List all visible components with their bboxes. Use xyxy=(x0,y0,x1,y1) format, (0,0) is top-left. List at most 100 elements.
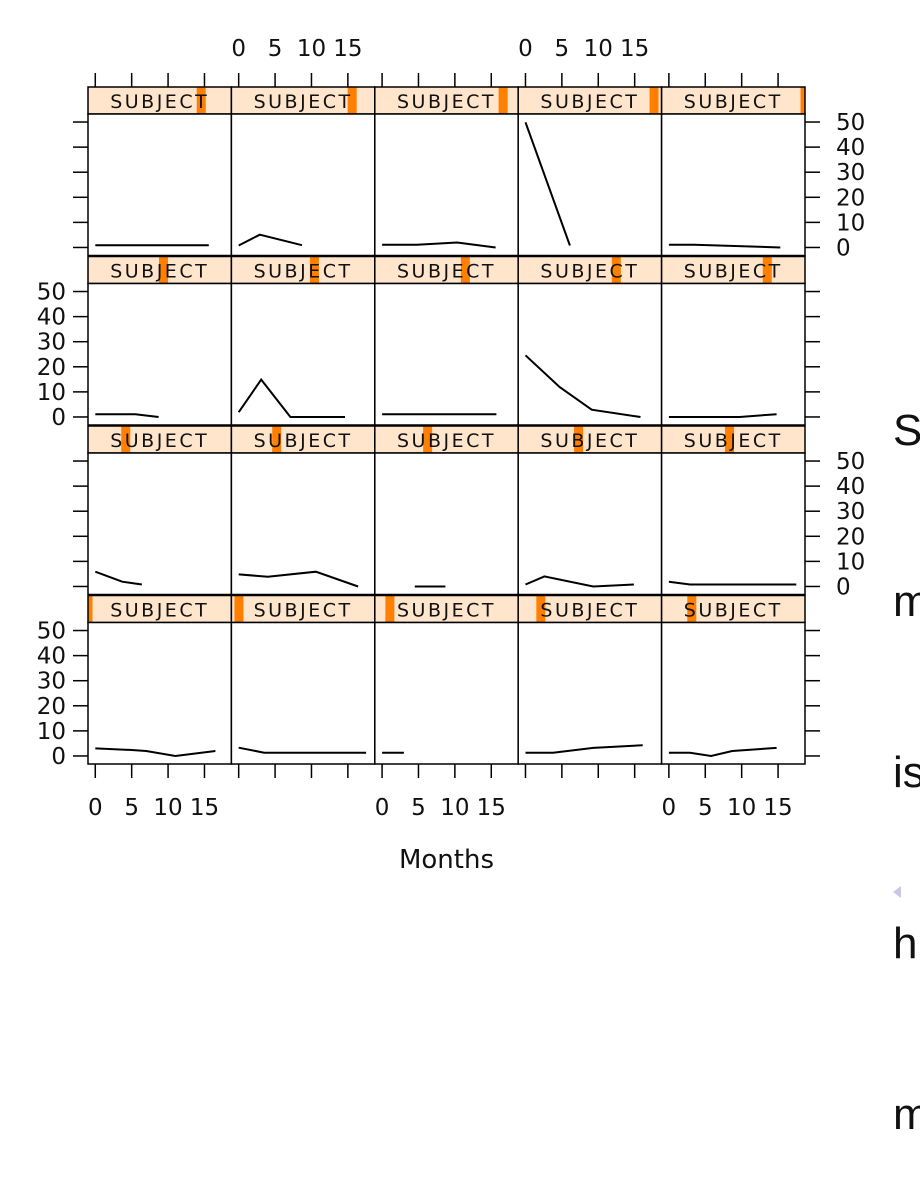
nav-back-arrow-icon[interactable] xyxy=(893,886,901,898)
strip-background xyxy=(661,87,805,114)
strip-label: SUBJECT xyxy=(110,430,209,452)
strip-label: SUBJECT xyxy=(110,600,209,622)
y-tick-label-right: 50 xyxy=(836,110,865,136)
strip-level-indicator xyxy=(347,87,357,114)
panel-subject-8: SUBJECT xyxy=(374,425,519,596)
panel-border xyxy=(517,113,663,257)
x-tick-label-bottom: 10 xyxy=(440,795,469,821)
strip-label: SUBJECT xyxy=(397,600,496,622)
strip-level-indicator xyxy=(687,595,697,623)
x-tick-label-bottom: 10 xyxy=(153,795,182,821)
data-line-subject-5 xyxy=(668,746,777,758)
x-tick-label-bottom: 15 xyxy=(477,795,506,821)
strip-label: SUBJECT xyxy=(397,91,496,113)
strip-level-indicator xyxy=(88,595,93,623)
y-tick-label-left: 30 xyxy=(37,330,66,356)
y-tick-label-right: 10 xyxy=(836,210,865,236)
data-line-subject-7 xyxy=(238,570,359,588)
strip-label: SUBJECT xyxy=(684,600,783,622)
panel-subject-15: SUBJECT xyxy=(660,255,806,426)
strip-label: SUBJECT xyxy=(397,430,496,452)
y-tick-label-right: 40 xyxy=(836,135,865,161)
strip-level-indicator xyxy=(611,256,621,284)
y-tick-label-left: 50 xyxy=(37,280,66,306)
y-tick-label-left: 40 xyxy=(37,644,66,670)
strip-level-indicator xyxy=(272,426,282,453)
panel-subject-9: SUBJECT xyxy=(517,425,663,596)
strip-label: SUBJECT xyxy=(684,261,783,283)
x-tick-label-bottom: 0 xyxy=(662,795,677,821)
strip-background xyxy=(518,426,662,453)
strip-level-indicator xyxy=(121,426,131,453)
strip-background xyxy=(374,256,519,284)
data-line-subject-19 xyxy=(524,121,571,246)
data-line-subject-12 xyxy=(237,377,345,418)
strip-background xyxy=(231,595,375,623)
strip-level-indicator xyxy=(158,256,168,284)
strip-level-indicator xyxy=(762,256,772,284)
panel-border xyxy=(230,621,376,765)
side-text-line: is xyxy=(893,748,920,797)
y-tick-label-left: 30 xyxy=(37,669,66,695)
side-text-line: m xyxy=(893,1090,920,1139)
trellis-chart: SUBJECT SUBJECT SUBJECT SUBJECT SUBJECT SUBJE… xyxy=(37,36,866,875)
strip-background xyxy=(88,426,232,453)
panel-subject-11: SUBJECT xyxy=(87,255,233,426)
x-tick-label-bottom: 0 xyxy=(375,795,390,821)
data-line-subject-14 xyxy=(524,354,641,418)
strip-background xyxy=(518,87,662,114)
panel-subject-5: SUBJECT xyxy=(660,594,806,765)
data-line-subject-20 xyxy=(668,243,781,249)
strip-label: SUBJECT xyxy=(254,261,353,283)
strip-label: SUBJECT xyxy=(254,430,353,452)
y-tick-label-right: 0 xyxy=(836,574,851,600)
x-tick-label-top: 15 xyxy=(333,36,362,62)
data-line-subject-17 xyxy=(238,233,303,247)
y-tick-label-left: 0 xyxy=(51,405,66,431)
panel-border xyxy=(660,113,806,257)
panel-subject-20: SUBJECT xyxy=(660,86,806,257)
y-tick-label-right: 30 xyxy=(836,499,865,525)
strip-background xyxy=(661,256,805,284)
x-tick-label-bottom: 5 xyxy=(124,795,139,821)
panel-subject-14: SUBJECT xyxy=(517,255,663,426)
x-tick-label-bottom: 15 xyxy=(763,795,792,821)
panel-border xyxy=(374,113,519,257)
data-line-subject-4 xyxy=(525,744,643,754)
x-tick-label-top: 5 xyxy=(555,36,570,62)
y-tick-label-right: 40 xyxy=(836,474,865,500)
side-text-line: S xyxy=(893,406,920,455)
panel-subject-10: SUBJECT xyxy=(660,425,806,596)
x-tick-label-bottom: 5 xyxy=(698,795,713,821)
x-tick-label-top: 10 xyxy=(297,36,326,62)
strip-background xyxy=(231,256,375,284)
y-tick-label-left: 0 xyxy=(51,744,66,770)
y-tick-label-right: 50 xyxy=(836,449,865,475)
data-line-subject-10 xyxy=(668,580,797,586)
panel-border xyxy=(230,282,376,426)
strip-background xyxy=(88,595,232,623)
strip-label: SUBJECT xyxy=(540,261,639,283)
strip-level-indicator xyxy=(498,87,508,114)
panel-border xyxy=(374,282,519,426)
panel-border xyxy=(87,621,233,765)
x-tick-label-top: 0 xyxy=(518,36,533,62)
x-tick-label-top: 15 xyxy=(620,36,649,62)
panel-subject-12: SUBJECT xyxy=(230,255,376,426)
data-line-subject-9 xyxy=(525,575,634,588)
panel-border xyxy=(660,452,806,596)
panel-border xyxy=(517,621,663,765)
y-tick-label-right: 20 xyxy=(836,185,865,211)
x-tick-label-bottom: 5 xyxy=(411,795,426,821)
slide-body-text: S m is h m xyxy=(893,288,920,1200)
strip-label: SUBJECT xyxy=(540,430,639,452)
data-line-subject-18 xyxy=(382,241,496,249)
panel-border xyxy=(374,452,519,596)
strip-label: SUBJECT xyxy=(397,261,496,283)
panel-border xyxy=(87,452,233,596)
panel-subject-16: SUBJECT xyxy=(87,86,233,257)
panel-border xyxy=(230,113,376,257)
y-tick-label-right: 10 xyxy=(836,549,865,575)
panel-subject-19: SUBJECT xyxy=(517,86,663,257)
panel-border xyxy=(374,621,519,765)
